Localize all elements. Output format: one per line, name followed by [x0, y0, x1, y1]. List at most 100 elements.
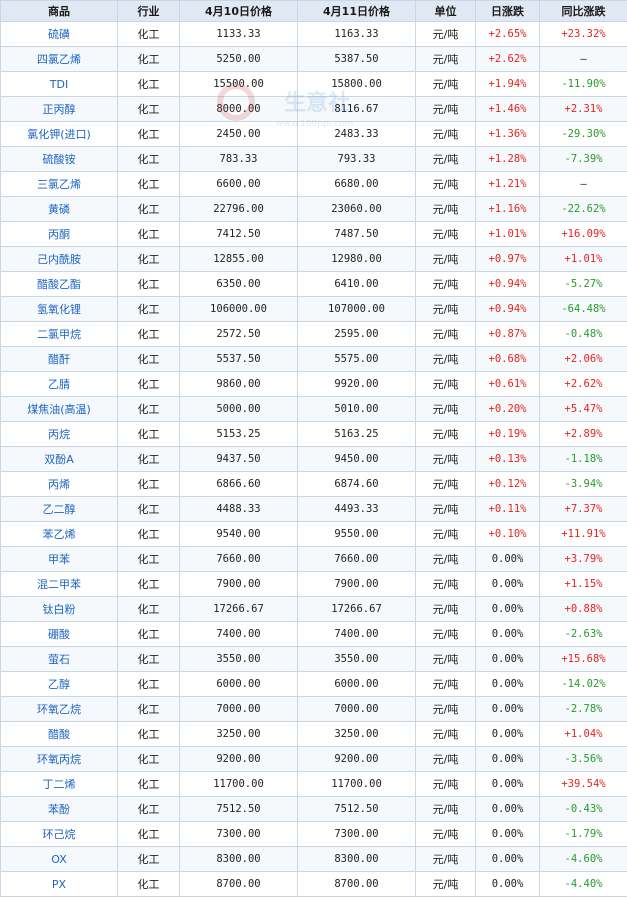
commodity-name-link[interactable]: 苯酚 [0, 796, 118, 822]
daily-change-cell: +1.36% [475, 121, 540, 147]
commodity-name-link[interactable]: 己内酰胺 [0, 246, 118, 272]
unit-cell: 元/吨 [415, 146, 476, 172]
daily-change-cell: +0.10% [475, 521, 540, 547]
industry-cell: 化工 [117, 871, 180, 897]
commodity-name-link[interactable]: TDI [0, 71, 118, 97]
price-apr11-cell: 8700.00 [297, 871, 416, 897]
price-apr11-cell: 15800.00 [297, 71, 416, 97]
commodity-name-link[interactable]: 醋酸 [0, 721, 118, 747]
table-row: 硫磺 化工 1133.33 1163.33 元/吨 +2.65% +23.32% [0, 21, 627, 47]
commodity-name-link[interactable]: 双酚A [0, 446, 118, 472]
price-apr11-cell: 7900.00 [297, 571, 416, 597]
unit-cell: 元/吨 [415, 771, 476, 797]
header-row: 商品 行业 4月10日价格 4月11日价格 单位 日涨跌 同比涨跌 [0, 0, 627, 22]
price-apr10-cell: 2572.50 [179, 321, 298, 347]
yoy-change-cell: +2.06% [539, 346, 627, 372]
unit-cell: 元/吨 [415, 846, 476, 872]
price-apr11-cell: 8116.67 [297, 96, 416, 122]
commodity-name-link[interactable]: 硼酸 [0, 621, 118, 647]
commodity-name-link[interactable]: PX [0, 871, 118, 897]
commodity-name-link[interactable]: 四氯乙烯 [0, 46, 118, 72]
industry-cell: 化工 [117, 146, 180, 172]
table-row: 甲苯 化工 7660.00 7660.00 元/吨 0.00% +3.79% [0, 546, 627, 572]
commodity-name-link[interactable]: 萤石 [0, 646, 118, 672]
daily-change-cell: 0.00% [475, 871, 540, 897]
table-row: 苯乙烯 化工 9540.00 9550.00 元/吨 +0.10% +11.91% [0, 521, 627, 547]
table-row: 丁二烯 化工 11700.00 11700.00 元/吨 0.00% +39.54% [0, 771, 627, 797]
commodity-name-link[interactable]: 环氧丙烷 [0, 746, 118, 772]
industry-cell: 化工 [117, 321, 180, 347]
yoy-change-cell: +1.15% [539, 571, 627, 597]
commodity-name-link[interactable]: 乙醇 [0, 671, 118, 697]
yoy-change-cell: +3.79% [539, 546, 627, 572]
industry-cell: 化工 [117, 571, 180, 597]
table-body: 硫磺 化工 1133.33 1163.33 元/吨 +2.65% +23.32% 四氯乙烯化工… [0, 21, 627, 897]
commodity-name-link[interactable]: OX [0, 846, 118, 872]
commodity-name-link[interactable]: 醋酸乙酯 [0, 271, 118, 297]
industry-cell: 化工 [117, 396, 180, 422]
header-daily-change: 日涨跌 [475, 0, 540, 22]
commodity-name-link[interactable]: 氯化钾(进口) [0, 121, 118, 147]
unit-cell: 元/吨 [415, 346, 476, 372]
commodity-name-link[interactable]: 钛白粉 [0, 596, 118, 622]
price-apr10-cell: 3550.00 [179, 646, 298, 672]
table-row: 三氯乙烯 化工 6600.00 6680.00 元/吨 +1.21% — [0, 171, 627, 197]
commodity-name-link[interactable]: 混二甲苯 [0, 571, 118, 597]
price-apr11-cell: 5163.25 [297, 421, 416, 447]
price-apr11-cell: 7512.50 [297, 796, 416, 822]
yoy-change-cell: -11.90% [539, 71, 627, 97]
unit-cell: 元/吨 [415, 446, 476, 472]
commodity-name-link[interactable]: 煤焦油(高温) [0, 396, 118, 422]
commodity-name-link[interactable]: 二氯甲烷 [0, 321, 118, 347]
price-apr10-cell: 9200.00 [179, 746, 298, 772]
commodity-name-link[interactable]: 乙二醇 [0, 496, 118, 522]
table-row: 氢氧化锂 化工 106000.00 107000.00 元/吨 +0.94% -64.48% [0, 296, 627, 322]
commodity-name-link[interactable]: 丙烯 [0, 471, 118, 497]
commodity-name-link[interactable]: 环氧乙烷 [0, 696, 118, 722]
commodity-name-link[interactable]: 丁二烯 [0, 771, 118, 797]
unit-cell: 元/吨 [415, 696, 476, 722]
daily-change-cell: +0.68% [475, 346, 540, 372]
daily-change-cell: 0.00% [475, 746, 540, 772]
commodity-name-link[interactable]: 乙腈 [0, 371, 118, 397]
commodity-name-link[interactable]: 环己烷 [0, 821, 118, 847]
price-apr10-cell: 783.33 [179, 146, 298, 172]
price-apr11-cell: 6874.60 [297, 471, 416, 497]
unit-cell: 元/吨 [415, 521, 476, 547]
yoy-change-cell: +15.68% [539, 646, 627, 672]
price-apr11-cell: 3550.00 [297, 646, 416, 672]
yoy-change-cell: -1.18% [539, 446, 627, 472]
yoy-change-cell: -0.43% [539, 796, 627, 822]
unit-cell: 元/吨 [415, 71, 476, 97]
table-row: 环氧乙烷 化工 7000.00 7000.00 元/吨 0.00% -2.78% [0, 696, 627, 722]
price-apr11-cell: 1163.33 [297, 21, 416, 47]
commodity-name-link[interactable]: 丙烷 [0, 421, 118, 447]
daily-change-cell: +0.87% [475, 321, 540, 347]
commodity-name-link[interactable]: 硫酸铵 [0, 146, 118, 172]
commodity-name-link[interactable]: 丙酮 [0, 221, 118, 247]
commodity-name-link[interactable]: 硫磺 [0, 21, 118, 47]
commodity-name-link[interactable]: 氢氧化锂 [0, 296, 118, 322]
table-row: 混二甲苯 化工 7900.00 7900.00 元/吨 0.00% +1.15% [0, 571, 627, 597]
price-apr11-cell: 5010.00 [297, 396, 416, 422]
table-row: 萤石 化工 3550.00 3550.00 元/吨 0.00% +15.68% [0, 646, 627, 672]
commodity-name-link[interactable]: 醋酐 [0, 346, 118, 372]
commodity-name-link[interactable]: 黄磷 [0, 196, 118, 222]
commodity-name-link[interactable]: 甲苯 [0, 546, 118, 572]
price-apr11-cell: 7660.00 [297, 546, 416, 572]
commodity-name-link[interactable]: 苯乙烯 [0, 521, 118, 547]
daily-change-cell: +2.62% [475, 46, 540, 72]
yoy-change-cell: +5.47% [539, 396, 627, 422]
commodity-name-link[interactable]: 正丙醇 [0, 96, 118, 122]
unit-cell: 元/吨 [415, 496, 476, 522]
yoy-change-cell: +7.37% [539, 496, 627, 522]
commodity-name-link[interactable]: 三氯乙烯 [0, 171, 118, 197]
industry-cell: 化工 [117, 546, 180, 572]
price-apr10-cell: 7300.00 [179, 821, 298, 847]
industry-cell: 化工 [117, 596, 180, 622]
header-yoy-change: 同比涨跌 [539, 0, 627, 22]
yoy-change-cell: +39.54% [539, 771, 627, 797]
unit-cell: 元/吨 [415, 171, 476, 197]
header-price-apr10: 4月10日价格 [179, 0, 298, 22]
price-apr11-cell: 12980.00 [297, 246, 416, 272]
